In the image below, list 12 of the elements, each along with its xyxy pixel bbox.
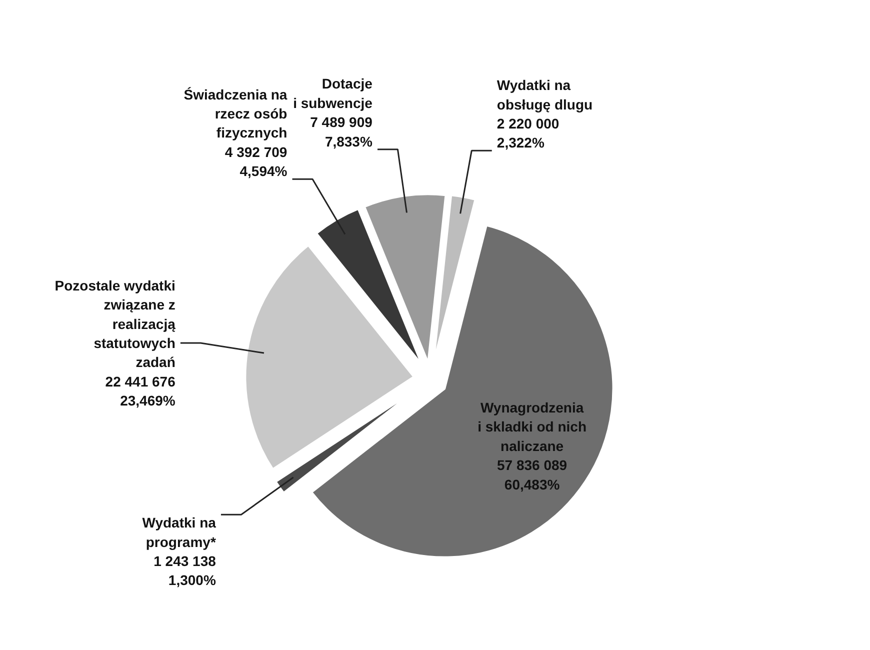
slice-label: Dotacje i subwencje — [293, 76, 373, 111]
data-label: 7 489 909 7,833% — [310, 114, 373, 150]
slice-label: Wydatki na programy* — [142, 514, 216, 550]
slice-label: Świadczenia na rzecz osób fizycznych — [184, 86, 288, 141]
slice-label: Wynagrodzenia i skladki od nich naliczane — [478, 399, 587, 454]
data-label: 2 220 000 2,322% — [496, 115, 560, 151]
data-label: 4 392 709 4,594% — [224, 144, 288, 180]
data-label: 57 836 089 60,483% — [497, 457, 568, 492]
slice-label: Pozostale wydatki związane z realizacją statutowych zadań — [54, 277, 176, 370]
data-label: 1 243 138 1,300% — [154, 553, 216, 588]
data-label: 22 441 676 23,469% — [105, 373, 176, 409]
slice-label: Wydatki na obsługę dlugu — [496, 77, 593, 112]
